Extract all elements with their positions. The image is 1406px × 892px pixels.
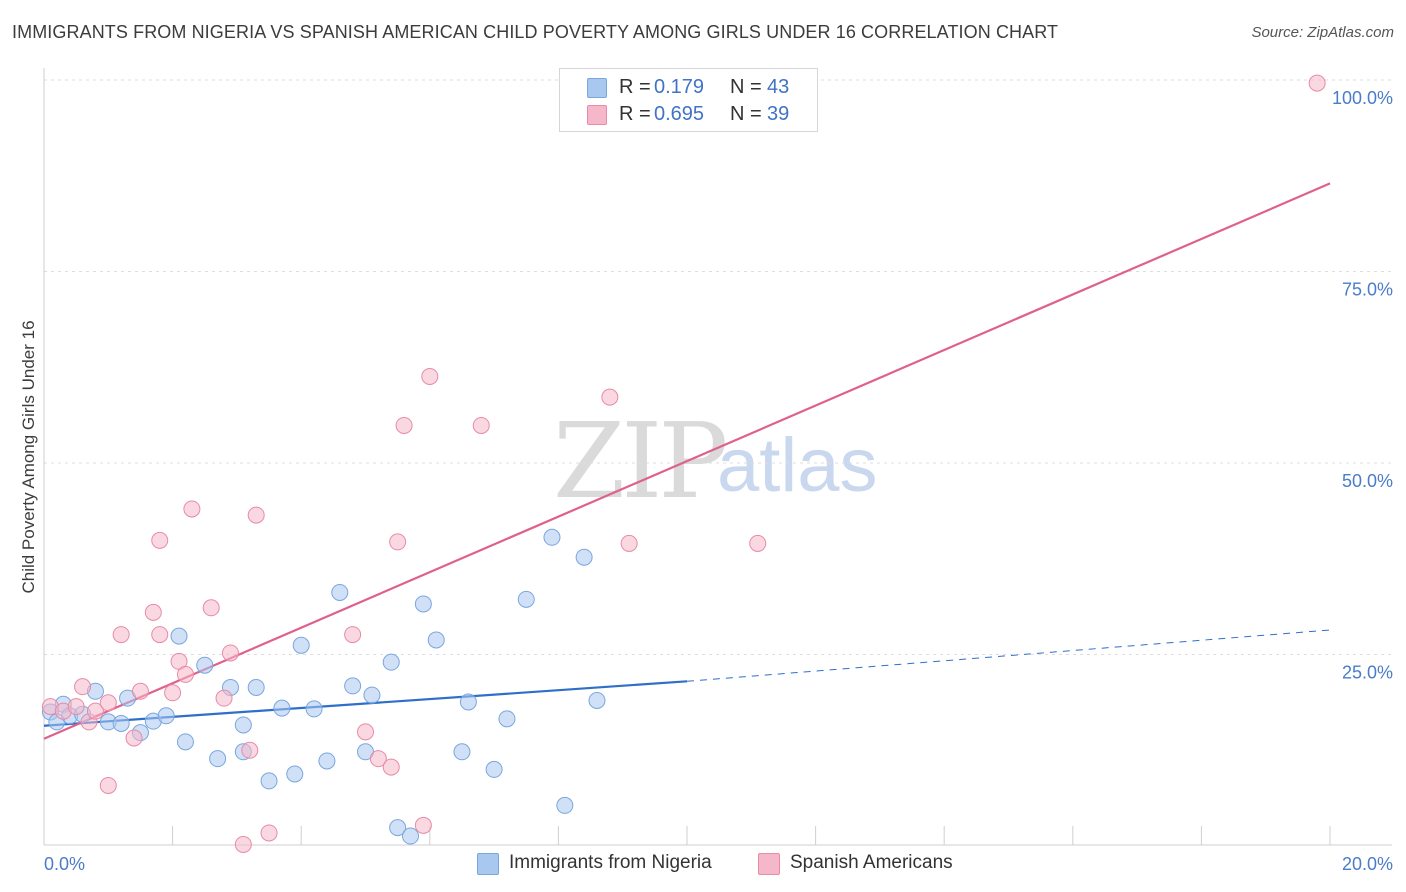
legend-n-label: N =: [730, 76, 762, 98]
bottom-legend-label-nigeria: Immigrants from Nigeria: [509, 852, 712, 873]
point-nigeria: [273, 699, 291, 717]
point-spanish: [221, 644, 239, 662]
point-nigeria: [543, 528, 561, 546]
point-nigeria: [402, 827, 420, 845]
point-spanish: [151, 626, 169, 644]
point-nigeria: [414, 595, 432, 613]
point-spanish: [234, 835, 252, 853]
point-spanish: [369, 750, 387, 768]
point-spanish: [131, 682, 149, 700]
point-nigeria: [331, 583, 349, 601]
point-nigeria: [196, 656, 214, 674]
point-spanish: [215, 689, 233, 707]
point-spanish: [183, 500, 201, 518]
point-nigeria: [389, 819, 407, 837]
point-nigeria: [170, 627, 188, 645]
point-spanish: [472, 416, 490, 434]
legend-n-value: 43: [767, 76, 790, 98]
point-nigeria: [517, 590, 535, 608]
point-nigeria: [234, 716, 252, 734]
point-spanish: [202, 599, 220, 617]
x-tick-label: 0.0%: [44, 854, 85, 874]
point-spanish: [86, 702, 104, 720]
point-nigeria: [498, 710, 516, 728]
point-spanish: [151, 531, 169, 549]
point-spanish: [164, 684, 182, 702]
legend-r-label: R =: [619, 76, 651, 98]
point-spanish: [241, 741, 259, 759]
point-nigeria: [247, 678, 265, 696]
point-nigeria: [176, 733, 194, 751]
point-spanish: [620, 534, 638, 552]
legend-n-value: 39: [767, 103, 790, 125]
legend-r-label: R =: [619, 103, 651, 125]
y-tick-label: 25.0%: [1342, 663, 1393, 683]
legend-r-value: 0.179: [654, 76, 705, 98]
tick-layer: 25.0% 50.0% 75.0% 100.0% 0.0% 20.0%: [44, 88, 1393, 874]
point-spanish: [357, 723, 374, 741]
trend-line-spanish: [43, 182, 1331, 740]
point-nigeria: [556, 796, 574, 814]
bottom-legend-label-spanish: Spanish Americans: [790, 852, 953, 873]
point-spanish: [601, 388, 619, 406]
point-nigeria: [453, 743, 471, 761]
y-tick-label: 75.0%: [1342, 280, 1393, 300]
stats-legend: R = 0.179 N = 43 R = 0.695 N = 39: [559, 68, 818, 132]
point-spanish: [67, 698, 85, 716]
point-spanish: [99, 694, 117, 712]
chart-title: IMMIGRANTS FROM NIGERIA VS SPANISH AMERI…: [12, 22, 1059, 42]
point-nigeria: [363, 686, 381, 704]
point-nigeria: [157, 707, 175, 725]
point-nigeria: [286, 765, 304, 783]
point-nigeria: [209, 750, 227, 768]
point-spanish: [176, 665, 194, 683]
x-tick-label: 20.0%: [1342, 854, 1393, 874]
point-spanish: [99, 776, 117, 794]
point-nigeria: [485, 760, 503, 778]
point-spanish: [414, 816, 432, 834]
grid-layer: [44, 79, 1392, 655]
point-spanish: [112, 626, 130, 644]
point-nigeria: [260, 772, 278, 790]
y-axis-label: Child Poverty Among Girls Under 16: [19, 320, 38, 593]
watermark-zip: ZIP: [553, 400, 728, 522]
point-spanish: [382, 758, 400, 776]
y-tick-label: 100.0%: [1332, 88, 1393, 108]
legend-r-value: 0.695: [654, 103, 705, 125]
point-nigeria: [382, 653, 400, 671]
point-spanish: [144, 603, 162, 621]
point-spanish: [1308, 74, 1326, 92]
bottom-legend-swatch-spanish: [758, 853, 780, 875]
legend-n-label: N =: [730, 103, 762, 125]
source-label: Source: ZipAtlas.com: [1251, 24, 1394, 41]
y-tick-label: 50.0%: [1342, 471, 1393, 491]
bottom-legend-swatch-nigeria: [477, 853, 499, 875]
legend-swatch-spanish: [587, 105, 607, 125]
point-spanish: [395, 416, 413, 434]
point-spanish: [260, 824, 278, 842]
point-nigeria: [427, 631, 445, 649]
point-spanish: [125, 729, 143, 747]
point-spanish: [74, 678, 92, 696]
point-spanish: [344, 626, 362, 644]
point-nigeria: [292, 636, 310, 654]
point-spanish: [421, 367, 439, 385]
point-nigeria: [305, 700, 323, 718]
trend-line-nigeria-projection: [686, 629, 1331, 682]
point-nigeria: [344, 677, 362, 695]
point-spanish: [389, 533, 407, 551]
point-layer: [41, 74, 1326, 853]
point-nigeria: [459, 693, 477, 711]
point-nigeria: [575, 548, 593, 566]
point-spanish: [247, 506, 265, 524]
point-nigeria: [318, 752, 336, 770]
point-nigeria: [588, 691, 606, 709]
legend-swatch-nigeria: [587, 78, 607, 98]
point-nigeria: [112, 714, 130, 732]
point-spanish: [749, 534, 767, 552]
